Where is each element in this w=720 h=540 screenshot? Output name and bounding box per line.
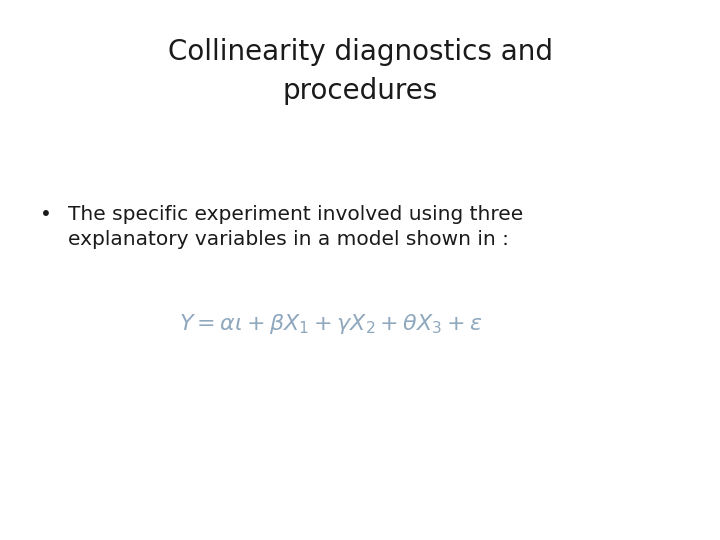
Text: Collinearity diagnostics and
procedures: Collinearity diagnostics and procedures xyxy=(168,38,552,105)
Text: •: • xyxy=(40,205,51,224)
Text: $Y = \alpha\iota + \beta X_1 + \gamma X_2 + \theta X_3 + \varepsilon$: $Y = \alpha\iota + \beta X_1 + \gamma X_… xyxy=(179,312,483,336)
Text: The specific experiment involved using three
explanatory variables in a model sh: The specific experiment involved using t… xyxy=(68,205,523,249)
